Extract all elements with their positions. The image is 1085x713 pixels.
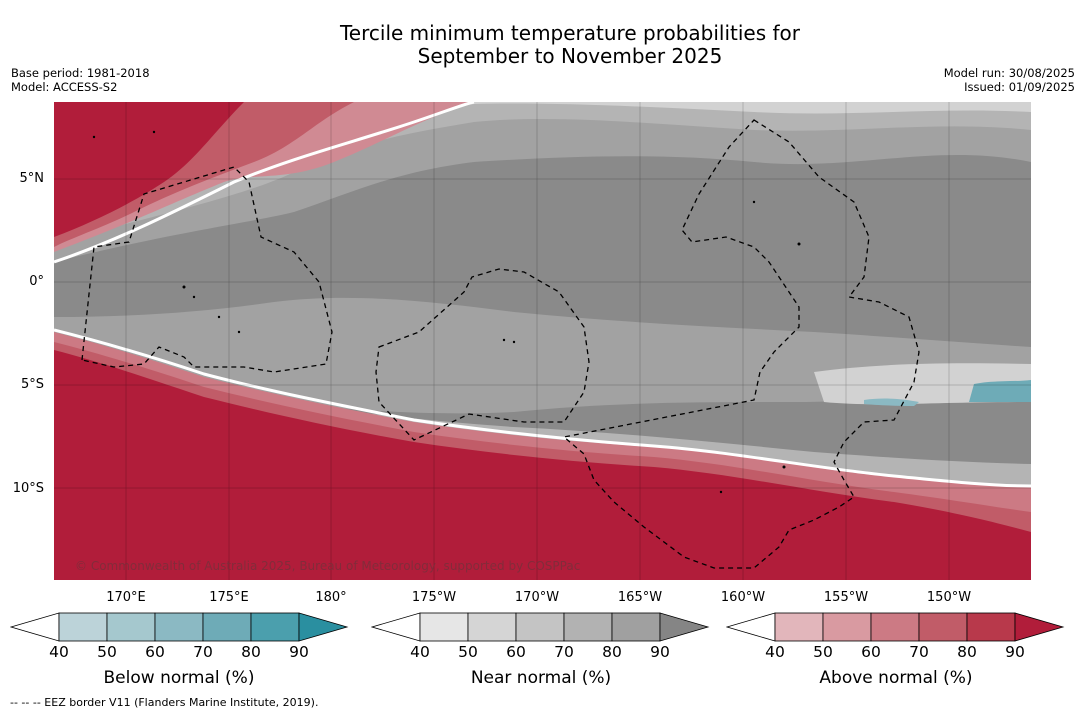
near-tick-50: 50 bbox=[458, 643, 478, 661]
below-normal-patch bbox=[969, 380, 1031, 402]
meta-right: Model run: 30/08/2025 Issued: 01/09/2025 bbox=[944, 66, 1075, 94]
lon-label-170w: 170°W bbox=[514, 590, 560, 605]
colorbar-segment bbox=[419, 612, 469, 642]
near-normal-band-south-1 bbox=[54, 297, 1031, 414]
lat-label-10s: 10°S bbox=[12, 481, 44, 496]
above-tick-40: 40 bbox=[765, 643, 785, 661]
map-title: Tercile minimum temperature probabilitie… bbox=[0, 22, 1085, 68]
colorbar-extend-low bbox=[726, 612, 776, 642]
colorbar-near-segments bbox=[371, 612, 710, 642]
colorbar-extend-high bbox=[298, 612, 349, 642]
below-tick-40: 40 bbox=[49, 643, 69, 661]
lat-label-5s: 5°S bbox=[20, 377, 44, 392]
title-line-1: Tercile minimum temperature probabilitie… bbox=[339, 21, 801, 45]
colorbar-segment bbox=[106, 612, 156, 642]
colorbar-above-normal bbox=[726, 612, 1065, 642]
lon-label-175e: 175°E bbox=[209, 590, 249, 605]
below-normal-patch-small bbox=[864, 398, 919, 406]
near-tick-70: 70 bbox=[554, 643, 574, 661]
below-tick-90: 90 bbox=[289, 643, 309, 661]
colorbar-segment bbox=[250, 612, 300, 642]
colorbar-above-title: Above normal (%) bbox=[819, 668, 973, 688]
lon-label-155w: 155°W bbox=[823, 590, 869, 605]
colorbar-extend-low bbox=[371, 612, 421, 642]
issued-text: Issued: 01/09/2025 bbox=[964, 80, 1075, 94]
above-tick-80: 80 bbox=[957, 643, 977, 661]
below-tick-60: 60 bbox=[145, 643, 165, 661]
south-boundary-line bbox=[54, 328, 1031, 488]
lon-label-175w: 175°W bbox=[411, 590, 457, 605]
colorbar-segment bbox=[870, 612, 920, 642]
lon-label-180: 180° bbox=[315, 590, 347, 605]
colorbar-near-normal bbox=[371, 612, 710, 642]
above-tick-50: 50 bbox=[813, 643, 833, 661]
meta-left: Base period: 1981-2018 Model: ACCESS-S2 bbox=[11, 66, 150, 94]
eez-borders bbox=[81, 119, 920, 569]
colorbar-segment bbox=[467, 612, 517, 642]
colorbar-below-title: Below normal (%) bbox=[103, 668, 255, 688]
eez-border-kiribati-gilbert bbox=[81, 166, 333, 373]
colorbar-segment bbox=[774, 612, 824, 642]
base-period-text: Base period: 1981-2018 bbox=[11, 66, 150, 80]
colorbar-extend-high bbox=[1014, 612, 1065, 642]
colorbar-segment bbox=[918, 612, 968, 642]
colorbar-near-title: Near normal (%) bbox=[470, 668, 612, 688]
colorbar-above-segments bbox=[726, 612, 1065, 642]
colorbar-segment bbox=[154, 612, 204, 642]
colorbar-below-segments bbox=[10, 612, 349, 642]
footnote-eez: -- -- -- EEZ border V11 (Flanders Marine… bbox=[10, 696, 319, 709]
colorbar-segment bbox=[966, 612, 1016, 642]
above-tick-70: 70 bbox=[909, 643, 929, 661]
below-tick-80: 80 bbox=[241, 643, 261, 661]
above-tick-60: 60 bbox=[861, 643, 881, 661]
lon-label-160w: 160°W bbox=[720, 590, 766, 605]
below-tick-50: 50 bbox=[97, 643, 117, 661]
colorbar-segment bbox=[515, 612, 565, 642]
colorbar-segment bbox=[563, 612, 613, 642]
above-normal-north-dark bbox=[54, 102, 244, 237]
graticule bbox=[54, 102, 1031, 580]
model-run-text: Model run: 30/08/2025 bbox=[943, 66, 1075, 80]
eez-border-kiribati-phoenix bbox=[375, 268, 590, 441]
colorbar-below-normal bbox=[10, 612, 349, 642]
near-tick-40: 40 bbox=[410, 643, 430, 661]
lat-label-5n: 5°N bbox=[19, 171, 45, 186]
eez-border-kiribati-line bbox=[562, 119, 920, 569]
north-boundary-line bbox=[54, 102, 475, 264]
lon-label-165w: 165°W bbox=[617, 590, 663, 605]
islands bbox=[92, 130, 801, 494]
above-tick-90: 90 bbox=[1005, 643, 1025, 661]
colorbar-segment bbox=[202, 612, 252, 642]
colorbar-segment bbox=[822, 612, 872, 642]
colorbar-segment bbox=[611, 612, 661, 642]
lon-label-150w: 150°W bbox=[926, 590, 972, 605]
probability-map bbox=[54, 102, 1031, 580]
below-tick-70: 70 bbox=[193, 643, 213, 661]
near-tick-90: 90 bbox=[650, 643, 670, 661]
colorbar-extend-low bbox=[10, 612, 60, 642]
map-svg bbox=[54, 102, 1031, 580]
colorbar-segment bbox=[58, 612, 108, 642]
colorbar-extend-high bbox=[659, 612, 710, 642]
above-normal-south-dark bbox=[54, 350, 1031, 580]
title-line-2: September to November 2025 bbox=[417, 44, 723, 68]
lat-label-0: 0° bbox=[29, 274, 44, 289]
lon-label-170e: 170°E bbox=[106, 590, 146, 605]
near-tick-60: 60 bbox=[506, 643, 526, 661]
copyright-text: © Commonwealth of Australia 2025, Bureau… bbox=[75, 559, 581, 573]
near-tick-80: 80 bbox=[602, 643, 622, 661]
model-text: Model: ACCESS-S2 bbox=[11, 80, 118, 94]
